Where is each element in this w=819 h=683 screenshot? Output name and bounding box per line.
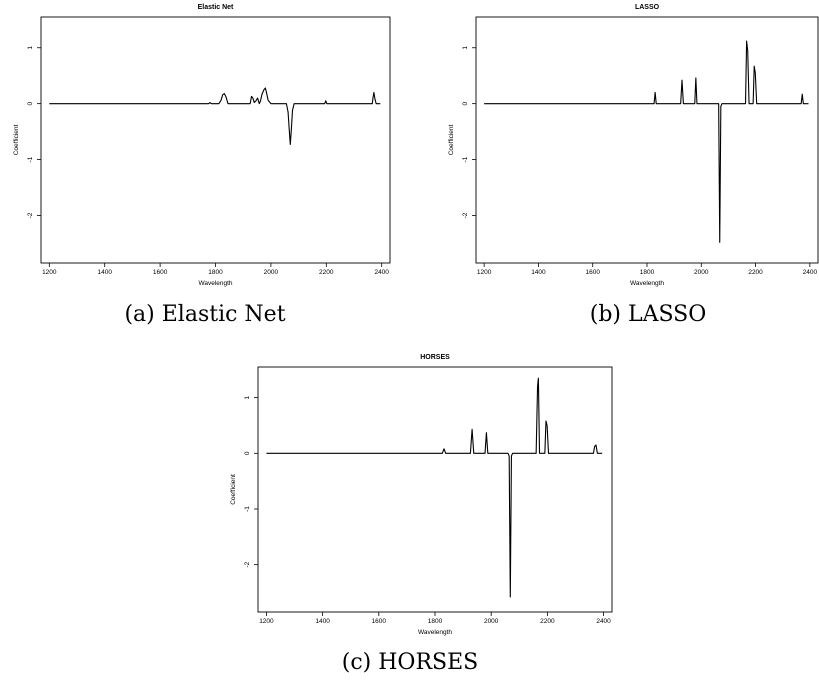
chart-elastic-net: Elastic Net 1200 1400 1600 1800 2000 2200 2400 -… bbox=[13, 4, 391, 287]
series-line bbox=[484, 40, 809, 243]
x-tick-label: 1200 bbox=[42, 269, 57, 276]
x-tick-label: 1800 bbox=[428, 618, 443, 625]
plot-frame bbox=[475, 16, 819, 264]
chart-panel-c: HORSES 1200 1400 1600 1800 2000 2200 2400 -2 -1 0 1… bbox=[210, 350, 620, 650]
x-tick-label: 2200 bbox=[319, 269, 334, 276]
y-tick-label: -2 bbox=[244, 561, 251, 567]
x-tick-label: 1200 bbox=[477, 269, 492, 276]
chart-title: HORSES bbox=[420, 354, 450, 361]
x-tick-label: 1400 bbox=[315, 618, 330, 625]
x-tick-label: 2400 bbox=[803, 269, 818, 276]
y-tick-label: 0 bbox=[27, 101, 34, 105]
series-line bbox=[49, 87, 381, 146]
plot-frame bbox=[257, 366, 613, 613]
x-tick-label: 2200 bbox=[540, 618, 555, 625]
x-axis-label: Wavelength bbox=[198, 280, 232, 287]
y-tick-label: -1 bbox=[462, 156, 469, 162]
y-tick-label: -2 bbox=[27, 212, 34, 218]
x-tick-label: 2000 bbox=[484, 618, 499, 625]
x-tick-label: 2200 bbox=[748, 269, 763, 276]
y-tick-label: 1 bbox=[462, 46, 469, 50]
y-axis-label: Coefficient bbox=[230, 474, 237, 505]
x-axis-label: Wavelength bbox=[418, 629, 452, 636]
x-tick-label: 1600 bbox=[585, 269, 600, 276]
y-tick-label: 1 bbox=[244, 395, 251, 399]
series-line bbox=[266, 377, 603, 598]
x-tick-label: 2400 bbox=[374, 269, 389, 276]
caption-horses: (c) HORSES bbox=[341, 650, 479, 675]
y-tick-label: 1 bbox=[27, 46, 34, 50]
y-tick-label: 0 bbox=[244, 451, 251, 455]
y-tick-label: -1 bbox=[244, 506, 251, 512]
x-tick-label: 1800 bbox=[208, 269, 223, 276]
x-tick-label: 2400 bbox=[596, 618, 611, 625]
x-tick-label: 1600 bbox=[153, 269, 168, 276]
caption-lasso: (b) LASSO bbox=[589, 302, 707, 327]
chart-panel-a: Elastic Net 1200 1400 1600 1800 2000 2200 2400 -… bbox=[0, 0, 405, 290]
chart-horses: HORSES 1200 1400 1600 1800 2000 2200 2400 -2 -1 0 1… bbox=[230, 354, 613, 636]
x-tick-label: 1200 bbox=[259, 618, 274, 625]
caption-elastic-net: (a) Elastic Net bbox=[124, 302, 286, 327]
y-axis-label: Coefficient bbox=[13, 125, 20, 156]
plot-frame bbox=[40, 16, 391, 264]
chart-title: Elastic Net bbox=[198, 4, 234, 11]
y-tick-label: -1 bbox=[27, 156, 34, 162]
x-tick-label: 1400 bbox=[531, 269, 546, 276]
y-tick-label: 0 bbox=[462, 101, 469, 105]
x-tick-label: 1600 bbox=[372, 618, 387, 625]
chart-lasso: LASSO 1200 1400 1600 1800 2000 2200 2400 -2 -1 0 1 W… bbox=[448, 4, 819, 287]
x-tick-label: 1400 bbox=[97, 269, 112, 276]
y-axis-label: Coefficient bbox=[448, 125, 455, 156]
x-tick-label: 2000 bbox=[264, 269, 279, 276]
chart-title: LASSO bbox=[635, 4, 660, 11]
x-axis-label: Wavelength bbox=[630, 280, 664, 287]
x-tick-label: 2000 bbox=[694, 269, 709, 276]
y-tick-label: -2 bbox=[462, 212, 469, 218]
x-tick-label: 1800 bbox=[640, 269, 655, 276]
chart-panel-b: LASSO 1200 1400 1600 1800 2000 2200 2400 -2 -1 0 1 W… bbox=[414, 0, 819, 290]
